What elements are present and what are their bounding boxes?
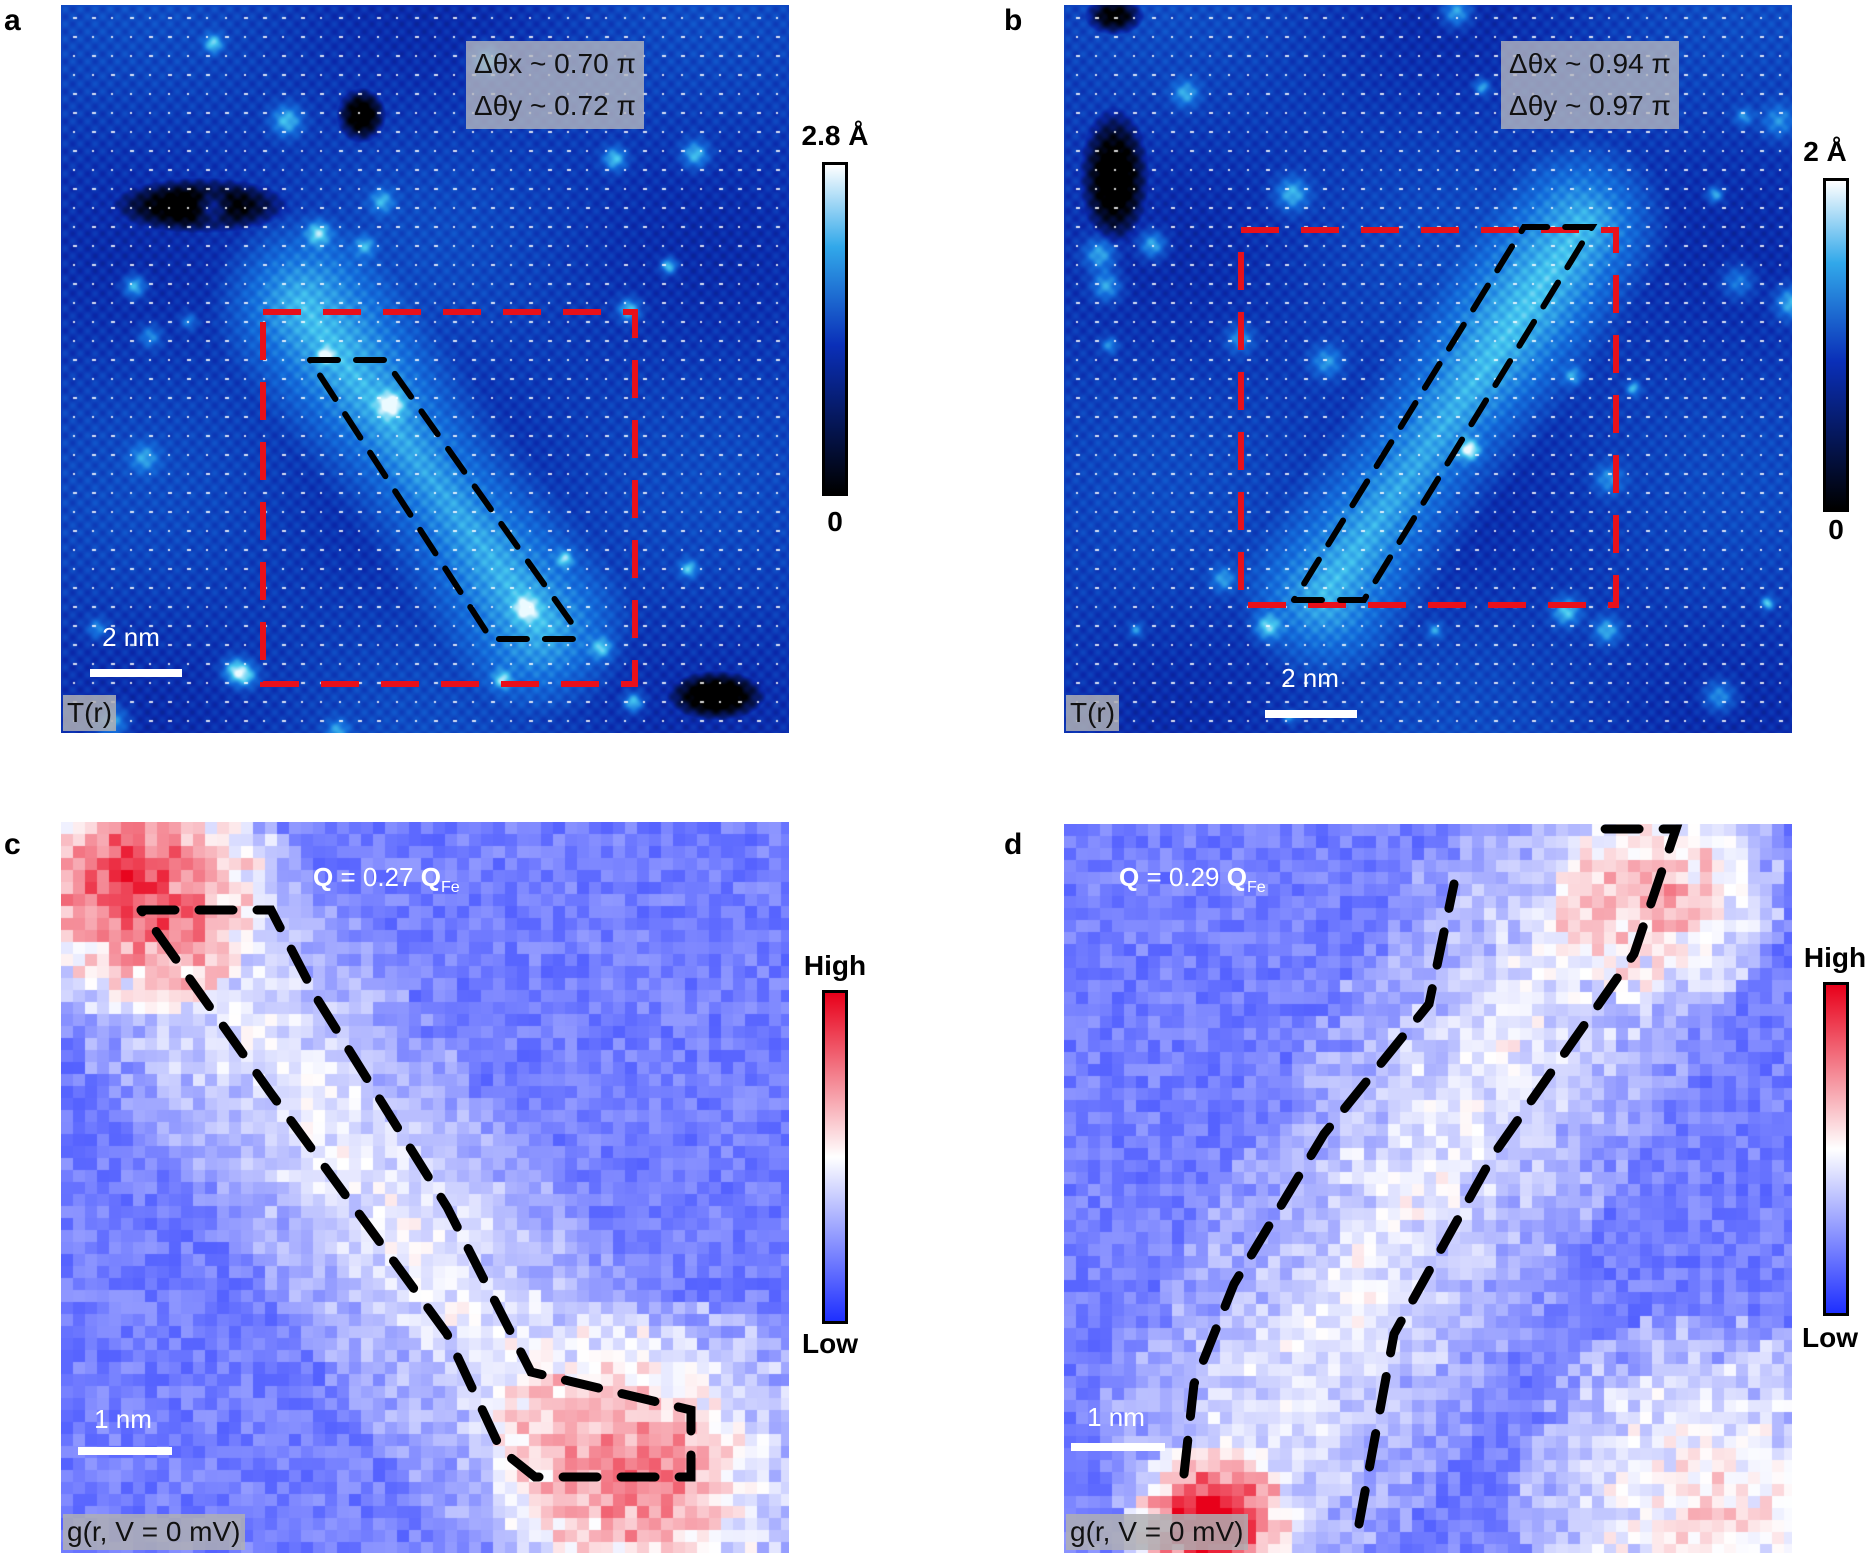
colorbar-min-b: 0 xyxy=(1828,514,1844,545)
scalebar-label-d: 1 nm xyxy=(1087,1402,1145,1432)
stripe-outline-a xyxy=(307,357,576,642)
conductance-canvas-c xyxy=(61,822,789,1553)
corner-label-b: T(r) xyxy=(1066,695,1120,731)
topography-image-b: Δθx ~ 0.94 π Δθy ~ 0.97 π 2 nm T(r) xyxy=(1064,5,1792,733)
region-box-b xyxy=(1238,227,1619,608)
wavevector-label-c: Q = 0.27 QFe xyxy=(313,862,460,897)
conductance-canvas-d xyxy=(1064,824,1792,1553)
colorbar-b xyxy=(1823,178,1849,512)
colorbar-c xyxy=(822,990,848,1324)
overlay-d xyxy=(1179,824,1683,1529)
topography-canvas-a xyxy=(61,5,789,733)
corner-label-d: g(r, V = 0 mV) xyxy=(1066,1514,1248,1550)
panel-letter-a: a xyxy=(4,4,21,37)
scalebar-label-a: 2 nm xyxy=(102,622,160,652)
theta-y-b: Δθy ~ 0.97 π xyxy=(1509,90,1671,121)
scalebar-c xyxy=(78,1447,172,1455)
phase-shift-box-b: Δθx ~ 0.94 π Δθy ~ 0.97 π xyxy=(1501,41,1679,129)
corner-label-c: g(r, V = 0 mV) xyxy=(63,1514,245,1550)
scalebar-label-b: 2 nm xyxy=(1281,663,1339,693)
overlay-a xyxy=(260,309,638,687)
scalebar-a xyxy=(90,669,182,677)
scalebar-b xyxy=(1265,710,1357,718)
panel-letter-d: d xyxy=(1004,828,1023,861)
colorbar-max-a: 2.8 Å xyxy=(801,120,869,151)
panel-letter-c: c xyxy=(4,828,21,861)
panel-letter-b: b xyxy=(1004,4,1023,37)
theta-x-b: Δθx ~ 0.94 π xyxy=(1509,48,1671,79)
colorbar-low-c: Low xyxy=(802,1328,858,1359)
theta-x-a: Δθx ~ 0.70 π xyxy=(474,48,636,79)
colorbar-max-b: 2 Å xyxy=(1803,136,1847,167)
colorbar-a xyxy=(822,162,848,496)
overlay-c xyxy=(136,905,696,1482)
colorbar-low-d: Low xyxy=(1802,1322,1858,1353)
conductance-map-c: Q = 0.27 QFe 1 nm g(r, V = 0 mV) xyxy=(61,822,789,1553)
corner-label-a: T(r) xyxy=(63,695,117,731)
colorbar-high-d: High xyxy=(1803,942,1865,973)
scalebar-d xyxy=(1071,1443,1165,1451)
stripe-outline-d-right xyxy=(1354,824,1683,1529)
stripe-outline-d-left xyxy=(1179,879,1459,1479)
conductance-map-d: Q = 0.29 QFe 1 nm g(r, V = 0 mV) xyxy=(1064,824,1792,1553)
stripe-outline-c xyxy=(136,905,696,1482)
colorbar-d xyxy=(1823,982,1849,1316)
scalebar-label-c: 1 nm xyxy=(94,1404,152,1434)
wavevector-label-d: Q = 0.29 QFe xyxy=(1119,862,1266,897)
phase-shift-box-a: Δθx ~ 0.70 π Δθy ~ 0.72 π xyxy=(466,41,644,129)
colorbar-min-a: 0 xyxy=(827,506,843,537)
colorbar-high-c: High xyxy=(803,950,867,981)
overlay-b xyxy=(1238,224,1619,608)
theta-y-a: Δθy ~ 0.72 π xyxy=(474,90,636,121)
topography-image-a: Δθx ~ 0.70 π Δθy ~ 0.72 π 2 nm T(r) xyxy=(61,5,789,733)
region-box-a xyxy=(260,309,638,687)
stripe-outline-b xyxy=(1291,224,1598,603)
